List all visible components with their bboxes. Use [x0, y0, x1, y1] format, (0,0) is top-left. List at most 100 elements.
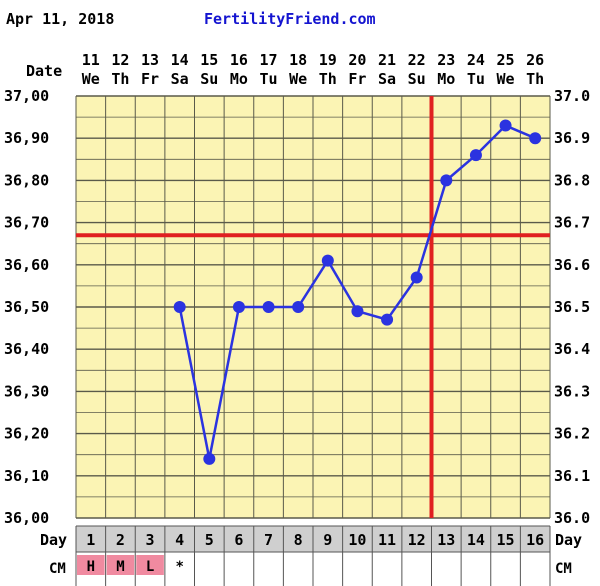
date-label: 22 [408, 51, 426, 69]
cm-row-label: CM [49, 561, 66, 577]
cm-cell [77, 555, 105, 575]
site-name: FertilityFriend.com [204, 10, 376, 28]
day-number: 5 [205, 531, 214, 549]
y-tick-label-left: 36,00 [4, 509, 49, 527]
day-number: 9 [323, 531, 332, 549]
day-row-label-right: Day [555, 531, 582, 549]
weekday-label: Mo [437, 70, 455, 88]
date-label: 14 [171, 51, 189, 69]
data-point [469, 149, 482, 162]
date-label: 24 [467, 51, 485, 69]
day-number: 6 [234, 531, 243, 549]
date-label: 20 [348, 51, 366, 69]
date-label: 18 [289, 51, 307, 69]
y-tick-label-left: 36,10 [4, 467, 49, 485]
weekday-label: We [82, 70, 100, 88]
weekday-label: Su [408, 70, 426, 88]
data-point [262, 301, 275, 313]
y-tick-label-right: 36.2 [554, 425, 590, 443]
chart-date: Apr 11, 2018 [6, 10, 114, 28]
y-axis-left: 36,00 36,10 36,20 36,30 36,40 36,50 36,60 36,70… [4, 87, 49, 527]
weekday-label: Mo [230, 70, 248, 88]
date-label: 23 [437, 51, 455, 69]
y-tick-label-left: 36,60 [4, 256, 49, 274]
date-label: 13 [141, 51, 159, 69]
data-point [321, 254, 334, 267]
day-number: 8 [294, 531, 303, 549]
weekday-label: Sa [171, 70, 189, 88]
day-row-label: Day [40, 531, 67, 549]
day-number: 11 [378, 531, 396, 549]
day-number: 13 [437, 531, 455, 549]
cm-row-label-right: CM [555, 561, 572, 577]
weekday-label: Tu [260, 70, 278, 88]
weekday-label: Sa [378, 70, 396, 88]
reference-lines [76, 96, 550, 518]
y-tick-label-right: 36.7 [554, 214, 590, 232]
data-point [203, 452, 216, 465]
y-tick-label-left: 37,00 [4, 87, 49, 105]
cm-cell [136, 555, 164, 575]
date-row-label: Date [26, 62, 62, 80]
y-tick-label-right: 36.5 [554, 298, 590, 316]
y-tick-label-right: 36.1 [554, 467, 590, 485]
y-axis-right: 36.0 36.1 36.2 36.3 36.4 36.5 36.6 36.7 36.8 36.9… [554, 87, 590, 527]
y-tick-label-left: 36,30 [4, 382, 49, 400]
day-number: 4 [175, 531, 184, 549]
cm-value: M [116, 559, 124, 575]
y-tick-label-right: 36.9 [554, 129, 590, 147]
y-tick-label-left: 36,70 [4, 214, 49, 232]
day-number: 15 [497, 531, 515, 549]
day-number: 7 [264, 531, 273, 549]
data-point [440, 174, 453, 187]
data-point [173, 301, 186, 313]
weekday-label: Th [111, 70, 129, 88]
y-tick-label-left: 36,50 [4, 298, 49, 316]
day-number: 3 [146, 531, 155, 549]
y-tick-label-right: 36.3 [554, 382, 590, 400]
weekday-label: Fr [141, 70, 159, 88]
y-tick-label-right: 36.6 [554, 256, 590, 274]
weekday-label: We [497, 70, 515, 88]
weekday-label: Fr [348, 70, 366, 88]
data-point [292, 301, 305, 313]
day-rows: Day Day CM CM 1 2 3 4 5 6 7 8 9 10 11 12 13 14 15 16H M L… [40, 525, 582, 586]
y-tick-label-right: 36.8 [554, 171, 590, 189]
day-number: 16 [526, 531, 544, 549]
day-number: 14 [467, 531, 485, 549]
weekday-label: Th [526, 70, 544, 88]
temperature-series [173, 119, 542, 465]
date-label: 16 [230, 51, 248, 69]
weekday-label: Su [200, 70, 218, 88]
day-number: 1 [86, 531, 95, 549]
date-header: Date 11 12 13 14 15 16 17 18 19 20 21 22 23 24 25 26 We T… [26, 51, 544, 88]
data-point [410, 271, 423, 284]
cm-value: L [146, 559, 154, 575]
y-tick-label-right: 36.4 [554, 340, 590, 358]
date-label: 11 [82, 51, 100, 69]
date-label: 25 [497, 51, 515, 69]
day-number: 2 [116, 531, 125, 549]
date-label: 17 [260, 51, 278, 69]
weekday-label: Th [319, 70, 337, 88]
weekday-label: We [289, 70, 307, 88]
day-number: 12 [408, 531, 426, 549]
date-label: 21 [378, 51, 396, 69]
cm-value: * [175, 559, 183, 575]
y-tick-label-right: 37.0 [554, 87, 590, 105]
cm-cell [106, 555, 135, 575]
y-tick-label-left: 36,20 [4, 425, 49, 443]
y-tick-label-left: 36,90 [4, 129, 49, 147]
data-point [529, 132, 542, 145]
cm-value: H [87, 559, 95, 575]
y-tick-label-right: 36.0 [554, 509, 590, 527]
date-label: 15 [200, 51, 218, 69]
weekday-label: Tu [467, 70, 485, 88]
date-label: 12 [111, 51, 129, 69]
data-point [499, 119, 512, 132]
y-tick-label-left: 36,80 [4, 171, 49, 189]
y-tick-label-left: 36,40 [4, 340, 49, 358]
day-number: 10 [348, 531, 366, 549]
data-point [381, 313, 394, 326]
